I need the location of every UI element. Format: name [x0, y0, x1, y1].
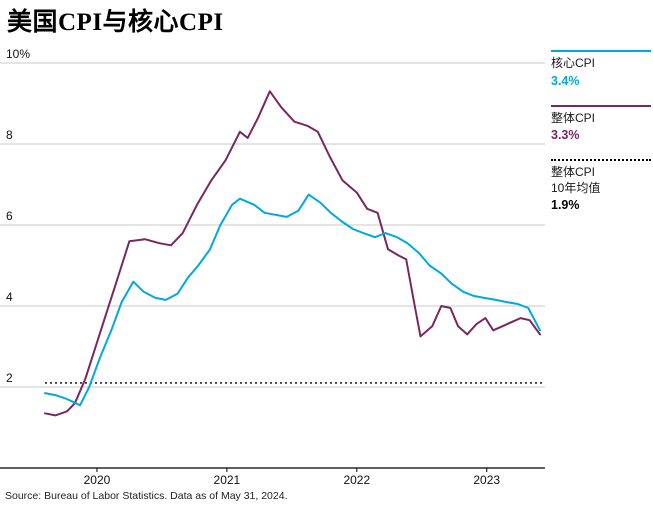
headline-cpi-line-swatch-icon — [551, 104, 651, 107]
series-line-core-cpi — [44, 193, 541, 407]
y-axis-label: 2 — [6, 371, 13, 385]
legend-value: 3.3% — [551, 128, 580, 143]
x-tick-label: 2020 — [84, 473, 111, 487]
average-dotted-line-swatch-icon — [551, 159, 651, 162]
x-tick-label: 2023 — [473, 473, 500, 487]
page-title: 美国CPI与核心CPI — [7, 9, 224, 36]
x-tick-label: 2021 — [214, 473, 241, 487]
series-line-headline-cpi — [44, 90, 541, 417]
legend-entry-headline-cpi: 整体CPI 3.3% — [551, 104, 651, 143]
legend-value: 1.9% — [551, 198, 580, 213]
legend-label: 整体CPI — [551, 110, 596, 125]
legend-value: 3.4% — [551, 73, 580, 88]
legend-label-line2: 10年均值 — [551, 180, 601, 195]
legend-label: 核心CPI — [551, 56, 596, 70]
source-note: Source: Bureau of Labor Statistics. Data… — [5, 490, 288, 502]
legend: 核心CPI 3.4% 整体CPI 3.3% 整体CPI 10年均值 1.9% — [551, 50, 651, 229]
legend-entry-10yr-average: 整体CPI 10年均值 1.9% — [551, 159, 651, 212]
y-axis-label: 8 — [6, 128, 13, 142]
core-cpi-line-swatch-icon — [551, 50, 651, 52]
legend-entry-core-cpi: 核心CPI 3.4% — [551, 50, 651, 88]
y-axis-label: 10% — [6, 47, 30, 61]
cpi-chart: 10% 8 6 4 2 2020 2021 2022 2023 — [0, 47, 545, 487]
y-axis-label: 6 — [6, 209, 13, 223]
y-axis-label: 4 — [6, 290, 13, 304]
legend-label: 整体CPI — [551, 165, 596, 180]
x-tick-label: 2022 — [343, 473, 370, 487]
